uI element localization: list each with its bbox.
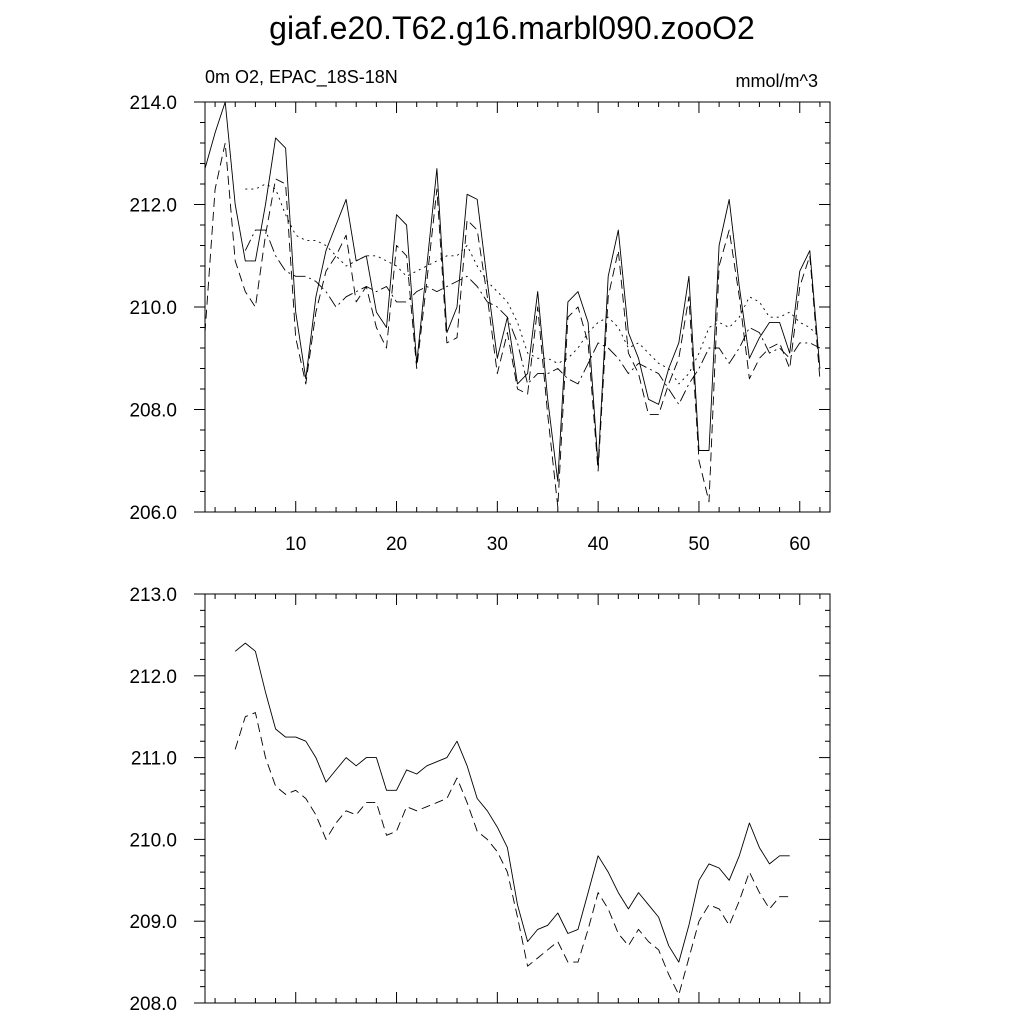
panel1-y-tick-label: 206.0 (129, 503, 177, 524)
panel1-series-line-2 (204, 142, 821, 508)
panel1-x-tick-label: 40 (588, 534, 609, 555)
panel1-x-tick-label: 20 (386, 534, 407, 555)
panel1-x-tick-label: 50 (688, 534, 709, 555)
panel2-y-tick-label: 213.0 (129, 585, 177, 606)
panel2-y-tick-label: 209.0 (129, 912, 177, 933)
panel1-x-tick-label: 30 (487, 534, 508, 555)
panel1-y-tick-label: 208.0 (129, 401, 177, 422)
page-title: giaf.e20.T62.g16.marbl090.zooO2 (269, 10, 755, 46)
panel1-x-tick-label: 10 (285, 534, 306, 555)
panel1-series-line-4 (245, 183, 821, 385)
panel2-y-tick-label: 210.0 (129, 830, 177, 851)
panel1-frame (204, 101, 831, 513)
panel1-series-line-1 (204, 101, 821, 482)
panel1-series-line-3 (244, 229, 821, 405)
panel2-frame (204, 593, 831, 1004)
panel2-series-line-2 (234, 712, 790, 996)
panel2-y-tick-label: 212.0 (129, 667, 177, 688)
panel2-y-tick-label: 208.0 (129, 994, 177, 1015)
top-panel-left-label: 0m O2, EPAC_18S-18N (205, 67, 398, 88)
top-panel-units-label: mmol/m^3 (736, 71, 818, 91)
panel1-y-tick-label: 210.0 (129, 298, 177, 319)
panel1-x-tick-label: 60 (789, 534, 810, 555)
bottom-panel: 208.0 209.0 210.0 211.0 212.0 213.0 (129, 585, 831, 1015)
top-panel: 0m O2, EPAC_18S-18N mmol/m^3 10 20 30 40 50 6… (129, 67, 831, 555)
panel2-series-line-1 (234, 642, 790, 963)
panel2-y-tick-label: 211.0 (131, 749, 177, 770)
panel1-y-tick-label: 214.0 (129, 93, 177, 114)
panel1-y-tick-label: 212.0 (129, 196, 177, 217)
